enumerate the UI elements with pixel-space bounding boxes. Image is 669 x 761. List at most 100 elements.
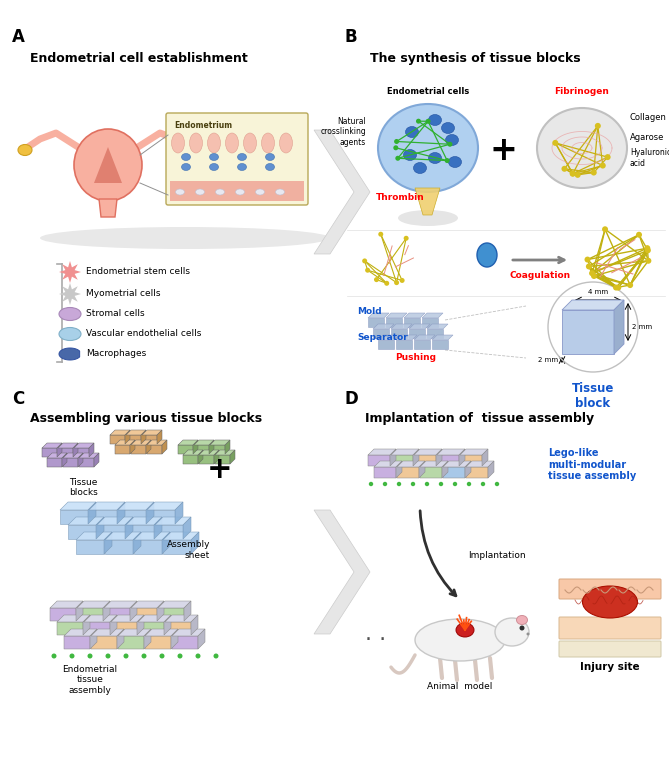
Circle shape	[527, 632, 529, 635]
Polygon shape	[443, 467, 465, 478]
Polygon shape	[145, 629, 178, 636]
FancyBboxPatch shape	[166, 113, 308, 205]
Polygon shape	[414, 340, 430, 349]
Polygon shape	[59, 283, 81, 305]
Polygon shape	[147, 445, 162, 454]
Ellipse shape	[537, 108, 627, 188]
Polygon shape	[118, 629, 151, 636]
Ellipse shape	[262, 133, 274, 153]
Ellipse shape	[425, 119, 431, 124]
Polygon shape	[146, 440, 151, 454]
Ellipse shape	[266, 164, 274, 170]
Text: Endometrial stem cells: Endometrial stem cells	[86, 268, 190, 276]
Circle shape	[70, 654, 74, 658]
Text: Endometrial cells: Endometrial cells	[387, 87, 469, 96]
Polygon shape	[374, 461, 402, 467]
Ellipse shape	[266, 154, 274, 161]
Text: Pushing: Pushing	[395, 354, 436, 362]
Ellipse shape	[399, 278, 405, 283]
Polygon shape	[57, 443, 62, 457]
Ellipse shape	[235, 189, 244, 195]
Ellipse shape	[394, 139, 399, 144]
Polygon shape	[465, 461, 471, 478]
Polygon shape	[163, 532, 199, 540]
Polygon shape	[157, 601, 164, 621]
Polygon shape	[193, 440, 198, 454]
Polygon shape	[175, 502, 183, 524]
Polygon shape	[117, 502, 125, 524]
Polygon shape	[414, 335, 435, 340]
Polygon shape	[57, 615, 90, 622]
Text: C: C	[12, 390, 24, 408]
Text: Lego-like
multi-modular
tissue assembly: Lego-like multi-modular tissue assembly	[548, 448, 636, 481]
Polygon shape	[58, 443, 78, 448]
Polygon shape	[158, 601, 191, 608]
Polygon shape	[94, 453, 99, 467]
Ellipse shape	[244, 133, 256, 153]
Polygon shape	[397, 461, 425, 467]
Ellipse shape	[602, 226, 608, 232]
Text: Collagen: Collagen	[630, 113, 667, 123]
Ellipse shape	[403, 236, 409, 240]
Polygon shape	[214, 450, 219, 464]
FancyBboxPatch shape	[170, 181, 304, 201]
Polygon shape	[373, 324, 394, 329]
Polygon shape	[162, 532, 170, 554]
Polygon shape	[194, 445, 209, 454]
Ellipse shape	[393, 145, 398, 151]
Text: Myometrial cells: Myometrial cells	[86, 289, 161, 298]
Circle shape	[142, 654, 147, 658]
Polygon shape	[97, 517, 133, 525]
Ellipse shape	[516, 616, 527, 625]
Text: Assembling various tissue blocks: Assembling various tissue blocks	[30, 412, 262, 425]
Polygon shape	[84, 615, 117, 622]
Polygon shape	[194, 440, 214, 445]
Text: Stromal cells: Stromal cells	[86, 310, 145, 319]
Ellipse shape	[413, 163, 427, 174]
Polygon shape	[104, 601, 137, 608]
Polygon shape	[137, 615, 144, 635]
Ellipse shape	[395, 156, 400, 161]
Polygon shape	[459, 449, 465, 466]
Polygon shape	[420, 461, 448, 467]
FancyBboxPatch shape	[559, 617, 661, 639]
Polygon shape	[460, 455, 482, 466]
Circle shape	[495, 482, 499, 486]
Polygon shape	[110, 435, 125, 444]
Text: Endometrial
tissue
assembly: Endometrial tissue assembly	[62, 665, 118, 695]
Ellipse shape	[378, 104, 478, 192]
Ellipse shape	[442, 123, 454, 133]
Polygon shape	[432, 340, 448, 349]
Text: The synthesis of tissue blocks: The synthesis of tissue blocks	[370, 52, 581, 65]
Polygon shape	[191, 532, 199, 554]
Ellipse shape	[280, 133, 292, 153]
Polygon shape	[74, 443, 94, 448]
Polygon shape	[42, 448, 57, 457]
Ellipse shape	[405, 126, 419, 138]
Polygon shape	[414, 455, 436, 466]
Polygon shape	[79, 453, 99, 458]
Text: 4 mm: 4 mm	[588, 289, 608, 295]
Polygon shape	[409, 329, 425, 338]
Polygon shape	[154, 517, 162, 539]
Polygon shape	[436, 449, 442, 466]
FancyBboxPatch shape	[559, 579, 661, 599]
Polygon shape	[74, 448, 89, 457]
Polygon shape	[77, 601, 110, 608]
Polygon shape	[115, 445, 130, 454]
Text: · ·: · ·	[365, 630, 386, 650]
Circle shape	[453, 482, 457, 486]
Polygon shape	[134, 540, 162, 554]
Polygon shape	[225, 440, 230, 454]
Circle shape	[397, 482, 401, 486]
Ellipse shape	[181, 154, 191, 161]
Ellipse shape	[477, 243, 497, 267]
Circle shape	[88, 654, 92, 658]
Ellipse shape	[171, 133, 185, 153]
Ellipse shape	[184, 145, 198, 155]
Ellipse shape	[365, 268, 370, 272]
Polygon shape	[391, 329, 407, 338]
Polygon shape	[396, 461, 402, 478]
Circle shape	[383, 482, 387, 486]
Ellipse shape	[59, 307, 81, 320]
